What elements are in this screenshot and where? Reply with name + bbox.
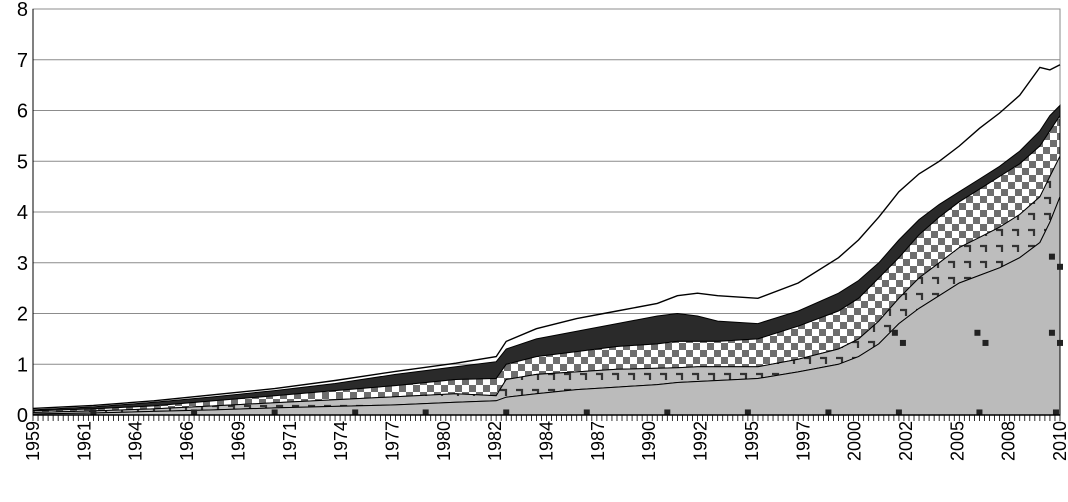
- x-tick-label-1987: 1987: [588, 421, 608, 461]
- y-tick-label-7: 7: [17, 50, 28, 72]
- marker-13: [891, 329, 898, 336]
- y-tick-label-4: 4: [17, 202, 28, 224]
- x-tick-label-2005: 2005: [947, 421, 967, 461]
- marker-0: [90, 409, 97, 416]
- marker-16: [982, 339, 989, 346]
- x-tick-label-1977: 1977: [382, 421, 402, 461]
- x-tick-label-1984: 1984: [537, 421, 557, 461]
- x-tick-label-1969: 1969: [228, 421, 248, 461]
- y-axis-ticks: 0 1 2 3 4 5 6 7 8: [17, 0, 28, 427]
- x-tick-label-1990: 1990: [639, 421, 659, 461]
- marker-14: [899, 339, 906, 346]
- y-tick-label-0: 0: [17, 405, 28, 427]
- axes: [32, 9, 1061, 421]
- marker-5: [503, 409, 510, 416]
- x-tick-label-1995: 1995: [742, 421, 762, 461]
- marker-6: [583, 409, 590, 416]
- marker-20: [1057, 263, 1063, 270]
- y-tick-label-2: 2: [17, 304, 28, 326]
- x-tick-label-1997: 1997: [793, 421, 813, 461]
- marker-11: [976, 409, 983, 416]
- x-tick-label-1971: 1971: [280, 421, 300, 461]
- marker-9: [825, 409, 832, 416]
- x-tick-label-1959: 1959: [23, 421, 43, 461]
- x-axis-ticks: 1959 1961 1964 1966 1969 1971 1974 1977 1980 1982…: [23, 421, 1068, 461]
- marker-15: [974, 329, 981, 336]
- x-tick-label-2000: 2000: [845, 421, 865, 461]
- markers: [90, 253, 1063, 416]
- y-tick-label-8: 8: [17, 0, 28, 21]
- x-tick-label-1964: 1964: [126, 421, 146, 461]
- x-tick-label-2008: 2008: [999, 421, 1019, 461]
- x-tick-label-1980: 1980: [434, 421, 454, 461]
- y-tick-label-3: 3: [17, 253, 28, 275]
- marker-2: [271, 409, 278, 416]
- y-tick-label-6: 6: [17, 101, 28, 123]
- marker-10: [895, 409, 902, 416]
- y-tick-label-1: 1: [17, 354, 28, 376]
- marker-17: [1048, 329, 1055, 336]
- y-tick-label-5: 5: [17, 151, 28, 173]
- marker-3: [352, 409, 359, 416]
- x-tick-label-2010: 2010: [1050, 421, 1068, 461]
- x-tick-label-1974: 1974: [331, 421, 351, 461]
- series-line-4: [32, 64, 1061, 410]
- x-tick-label-1961: 1961: [74, 421, 94, 461]
- x-tick-label-1992: 1992: [691, 421, 711, 461]
- marker-7: [664, 409, 671, 416]
- marker-18: [1057, 339, 1063, 346]
- x-tick-label-1982: 1982: [485, 421, 505, 461]
- x-tick-label-1966: 1966: [177, 421, 197, 461]
- marker-4: [422, 409, 429, 416]
- x-tick-label-2002: 2002: [896, 421, 916, 461]
- marker-12: [1052, 409, 1059, 416]
- marker-8: [744, 409, 751, 416]
- marker-1: [191, 409, 198, 416]
- marker-19: [1048, 253, 1055, 260]
